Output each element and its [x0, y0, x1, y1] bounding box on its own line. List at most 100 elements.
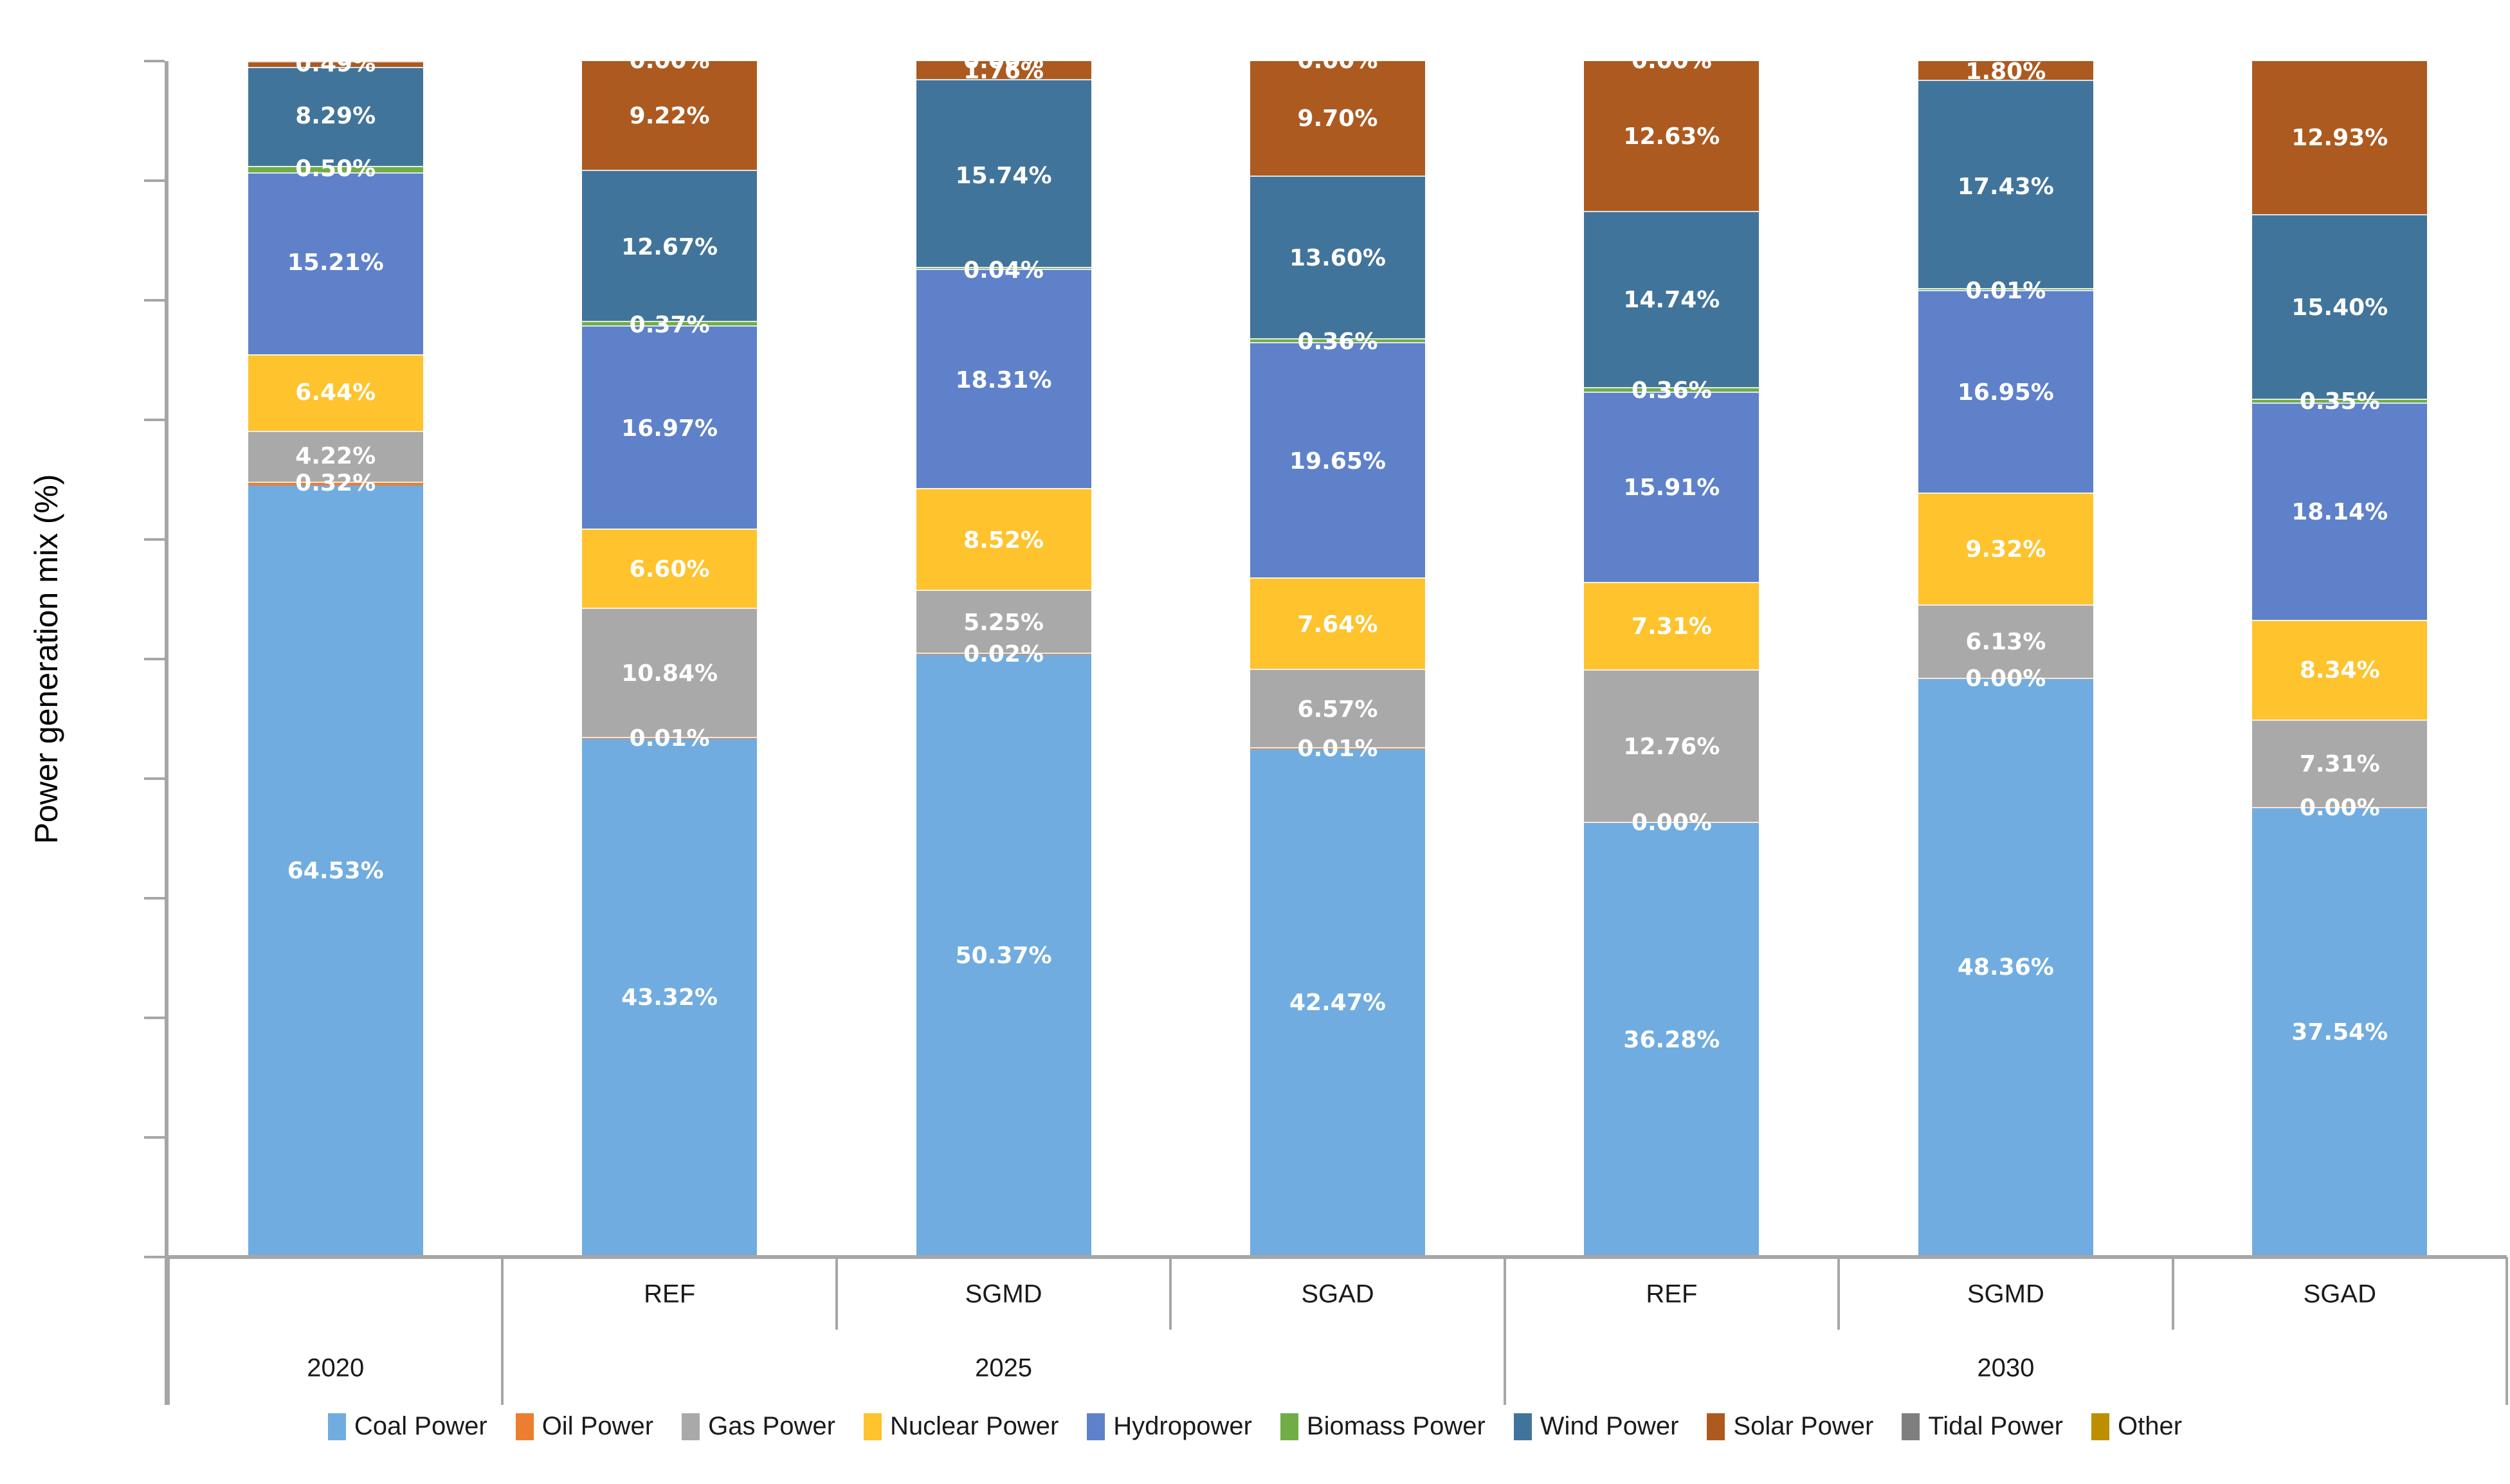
segment-wind-power — [582, 169, 758, 321]
legend-swatch-biomass-power — [1280, 1413, 1298, 1440]
scenario-label: SGMD — [965, 1280, 1042, 1308]
scenario-label: REF — [644, 1280, 696, 1308]
bar-group-2030-REF: 36.28% 0.00% 12.76% 7.31% 15.91% 0.36% 14.74% 1… — [1505, 61, 1839, 1257]
legend-label: Wind Power — [1540, 1412, 1679, 1440]
legend-label: Coal Power — [354, 1412, 487, 1440]
segment-gas-power — [916, 590, 1091, 653]
legend-item: Gas Power — [682, 1412, 835, 1441]
segment-solar-power — [582, 61, 758, 170]
segment-oil-power — [582, 737, 758, 739]
segment-coal-power — [1250, 749, 1425, 1257]
y-tick-mark — [144, 658, 165, 660]
scenario-divider — [835, 1257, 838, 1330]
legend-swatch-hydropower — [1087, 1413, 1105, 1440]
y-tick-mark — [144, 777, 165, 780]
segment-gas-power — [2252, 719, 2428, 807]
y-tick-mark — [144, 538, 165, 541]
legend-label: Biomass Power — [1306, 1412, 1486, 1440]
y-tick-mark — [144, 1136, 165, 1139]
bar-group-2030-SGMD: 48.36% 0.00% 6.13% 9.32% 16.95% 0.01% 17.43% 1.… — [1839, 61, 2172, 1257]
segment-solar-power — [248, 61, 423, 68]
legend-swatch-other — [2091, 1413, 2110, 1440]
segment-nuclear-power — [582, 528, 758, 608]
segment-gas-power — [1250, 668, 1425, 748]
segment-oil-power — [1584, 822, 1760, 824]
segment-oil-power — [916, 653, 1091, 655]
segment-nuclear-power — [1584, 581, 1760, 669]
legend-item: Nuclear Power — [863, 1412, 1059, 1441]
stacked-bar — [248, 61, 423, 1257]
legend-item: Solar Power — [1707, 1412, 1873, 1441]
segment-hydropower — [2252, 403, 2428, 620]
legend-swatch-tidal-power — [1902, 1413, 1920, 1440]
legend-item: Wind Power — [1513, 1412, 1679, 1441]
segment-solar-power — [1250, 61, 1425, 176]
legend-item: Hydropower — [1087, 1412, 1252, 1441]
segment-gas-power — [248, 431, 423, 482]
y-tick-mark — [144, 60, 165, 62]
year-label: 2025 — [975, 1353, 1033, 1382]
legend-label: Solar Power — [1733, 1412, 1874, 1440]
legend-item: Tidal Power — [1902, 1412, 2063, 1441]
stacked-bar — [2252, 61, 2428, 1257]
segment-biomass-power — [248, 166, 423, 172]
segment-biomass-power — [916, 267, 1091, 269]
year-label: 2020 — [307, 1353, 365, 1382]
legend-swatch-oil-power — [515, 1413, 534, 1440]
segment-hydropower — [1918, 289, 2093, 493]
segment-gas-power — [1918, 604, 2093, 678]
legend-item: Oil Power — [515, 1412, 654, 1441]
y-axis-line — [165, 61, 168, 1405]
stacked-bar — [1584, 61, 1760, 1257]
bar-group-2030-SGAD: 37.54% 0.00% 7.31% 8.34% 18.14% 0.35% 15.40% 12… — [2173, 61, 2507, 1257]
segment-oil-power — [248, 481, 423, 485]
segment-coal-power — [1584, 823, 1760, 1257]
legend-item: Coal Power — [327, 1412, 487, 1441]
segment-nuclear-power — [1250, 577, 1425, 669]
stacked-bar — [1250, 61, 1425, 1257]
legend-swatch-solar-power — [1707, 1413, 1725, 1440]
segment-wind-power — [1584, 211, 1760, 388]
segment-hydropower — [248, 172, 423, 354]
segment-wind-power — [1918, 79, 2093, 288]
segment-nuclear-power — [1918, 493, 2093, 604]
segment-hydropower — [916, 269, 1091, 489]
segment-solar-power — [1918, 61, 2093, 80]
bar-group-2025-SGMD: 50.37% 0.02% 5.25% 8.52% 18.31% 0.04% 15.74% 1.… — [837, 61, 1170, 1257]
segment-oil-power — [1250, 747, 1425, 750]
segment-gas-power — [582, 607, 758, 737]
scenario-divider — [2171, 1257, 2174, 1330]
segment-hydropower — [1250, 342, 1425, 577]
legend: Coal Power Oil Power Gas Power Nuclear Powe… — [0, 1412, 2510, 1441]
y-tick-mark — [144, 1017, 165, 1019]
bar-group-2025-SGAD: 42.47% 0.01% 6.57% 7.64% 19.65% 0.36% 13.60% 9.… — [1170, 61, 1504, 1257]
legend-item: Biomass Power — [1280, 1412, 1486, 1441]
segment-nuclear-power — [2252, 619, 2428, 719]
bar-group-2025-REF: 43.32% 0.01% 10.84% 6.60% 16.97% 0.37% 12.67% 9… — [502, 61, 836, 1257]
segment-oil-power — [1918, 677, 2093, 679]
segment-wind-power — [916, 78, 1091, 267]
legend-label: Oil Power — [541, 1412, 654, 1440]
year-divider — [1503, 1257, 1506, 1405]
segment-coal-power — [248, 485, 423, 1257]
scenario-label: REF — [1646, 1280, 1698, 1308]
legend-swatch-wind-power — [1513, 1413, 1532, 1440]
x-axis-line — [165, 1255, 2507, 1259]
segment-biomass-power — [582, 321, 758, 326]
legend-label: Other — [2118, 1412, 2183, 1440]
legend-label: Nuclear Power — [889, 1412, 1059, 1440]
segment-wind-power — [2252, 214, 2428, 399]
legend-item: Other — [2091, 1412, 2182, 1441]
segment-coal-power — [916, 655, 1091, 1257]
legend-swatch-gas-power — [682, 1413, 700, 1440]
y-tick-mark — [144, 1256, 165, 1258]
segment-solar-power — [1584, 61, 1760, 212]
year-divider — [501, 1257, 504, 1405]
segment-biomass-power — [1584, 387, 1760, 392]
segment-oil-power — [2252, 806, 2428, 808]
year-label: 2030 — [1977, 1353, 2035, 1382]
bar-group-2020: 64.53% 0.32% 4.22% 6.44% 15.21% 0.50% 8.29% 0.4… — [168, 61, 502, 1257]
scenario-label: SGMD — [1967, 1280, 2044, 1308]
year-divider — [2505, 1257, 2508, 1405]
scenario-divider — [1169, 1257, 1172, 1330]
